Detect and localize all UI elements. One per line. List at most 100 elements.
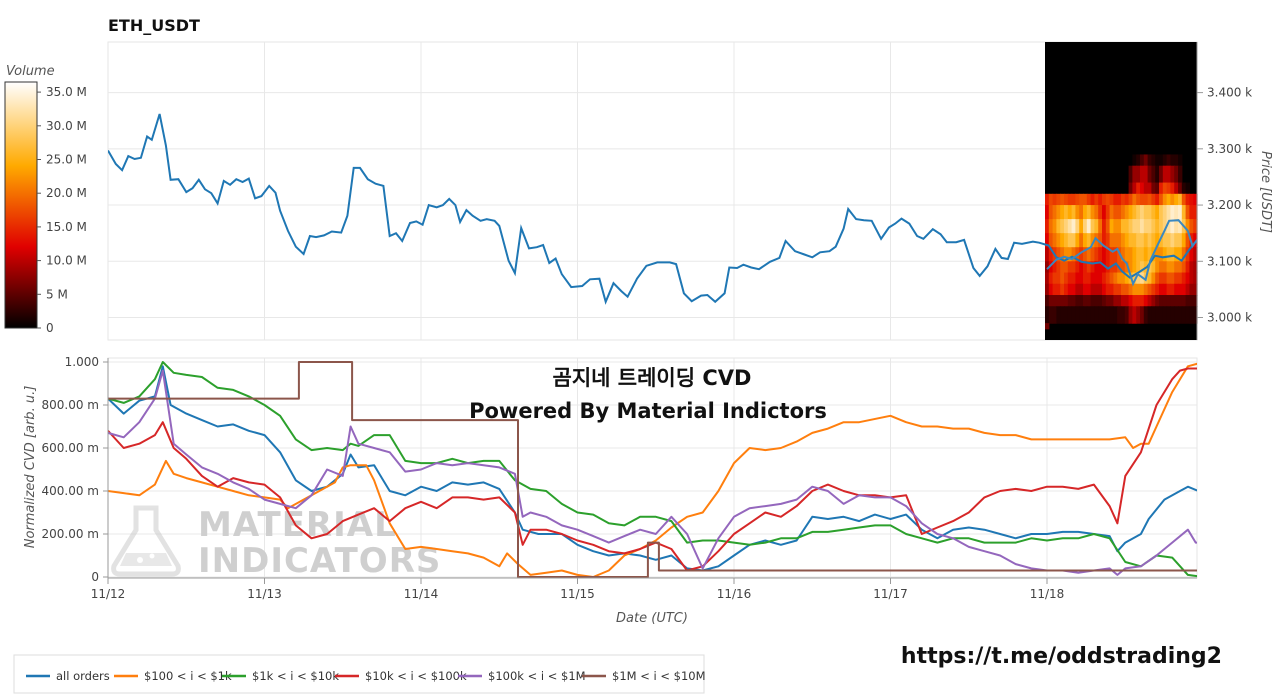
legend-item[interactable]: all orders bbox=[26, 669, 110, 683]
heatmap-cell bbox=[1079, 247, 1084, 262]
heatmap-cell bbox=[1140, 283, 1145, 296]
heatmap-cell bbox=[1090, 295, 1095, 307]
heatmap-cell bbox=[1166, 295, 1171, 307]
heatmap-cell bbox=[1109, 306, 1114, 324]
heatmap-cell bbox=[1056, 283, 1061, 296]
heatmap-cell bbox=[1178, 261, 1183, 274]
cvd-series-line bbox=[108, 369, 1197, 576]
heatmap-cell bbox=[1147, 205, 1152, 220]
heatmap-cell bbox=[1064, 247, 1069, 262]
heatmap-cell bbox=[1159, 295, 1164, 307]
cvd-x-tick-label: 11/13 bbox=[247, 587, 282, 601]
telegram-link[interactable]: https://t.me/oddstrading2 bbox=[901, 644, 1222, 669]
heatmap-cell bbox=[1064, 261, 1069, 274]
heatmap-cell bbox=[1105, 247, 1111, 262]
heatmap-cell bbox=[1083, 247, 1088, 262]
heatmap-cell bbox=[1140, 165, 1145, 184]
heatmap-cell bbox=[1090, 306, 1095, 324]
heatmap-cell bbox=[1132, 272, 1137, 285]
heatmap-cell bbox=[1147, 154, 1152, 167]
heatmap-cell bbox=[1048, 283, 1054, 296]
heatmap-cell bbox=[1048, 247, 1054, 262]
heatmap-cell bbox=[1060, 261, 1065, 274]
heatmap-cell bbox=[1086, 247, 1092, 262]
heatmap-cell bbox=[1159, 261, 1164, 274]
heatmap-cell bbox=[1136, 193, 1141, 206]
heatmap-cell bbox=[1185, 205, 1190, 220]
heatmap-cell bbox=[1060, 306, 1065, 324]
heatmap-cell bbox=[1162, 261, 1168, 274]
legend-label: $100 < i < $1k bbox=[144, 669, 232, 683]
heatmap-cell bbox=[1083, 295, 1088, 307]
heatmap-cell bbox=[1174, 261, 1179, 274]
heatmap-cell bbox=[1056, 247, 1061, 262]
heatmap-cell bbox=[1079, 219, 1084, 234]
heatmap-cell bbox=[1045, 295, 1050, 307]
price-y-tick-label: 3.400 k bbox=[1207, 86, 1252, 100]
legend-item[interactable]: $10k < i < $100k bbox=[335, 669, 467, 683]
heatmap-cell bbox=[1162, 154, 1168, 167]
legend-item[interactable]: $100k < i < $1M bbox=[458, 669, 586, 683]
heatmap-cell bbox=[1174, 295, 1179, 307]
heatmap-cell bbox=[1162, 306, 1168, 324]
heatmap-cell bbox=[1086, 295, 1092, 307]
legend-item[interactable]: $1M < i < $10M bbox=[582, 669, 706, 683]
heatmap-cell bbox=[1151, 283, 1156, 296]
heatmap-cell bbox=[1067, 261, 1073, 274]
heatmap-cell bbox=[1162, 193, 1168, 206]
heatmap-cell bbox=[1060, 193, 1065, 206]
heatmap-cell bbox=[1071, 261, 1076, 274]
cvd-x-tick-label: 11/15 bbox=[560, 587, 595, 601]
heatmap-cell bbox=[1178, 219, 1183, 234]
heatmap-cell bbox=[1174, 306, 1179, 324]
heatmap-cell bbox=[1132, 247, 1137, 262]
heatmap-cell bbox=[1067, 247, 1073, 262]
heatmap-cell bbox=[1113, 283, 1118, 296]
price-y-tick-label: 3.100 k bbox=[1207, 254, 1252, 268]
heatmap-cell bbox=[1151, 205, 1156, 220]
colorbar-tick-label: 15.0 M bbox=[46, 220, 87, 234]
heatmap-cell bbox=[1181, 193, 1187, 206]
heatmap-cell bbox=[1170, 165, 1175, 184]
colorbar-gradient bbox=[4, 81, 38, 329]
heatmap-cell bbox=[1132, 306, 1137, 324]
heatmap-cell bbox=[1151, 295, 1156, 307]
heatmap-cell bbox=[1143, 306, 1149, 324]
heatmap-cell bbox=[1086, 219, 1092, 234]
heatmap-cell bbox=[1075, 261, 1080, 274]
legend-item[interactable]: $1k < i < $10k bbox=[222, 669, 339, 683]
heatmap-cell bbox=[1056, 205, 1061, 220]
heatmap-cell bbox=[1075, 205, 1080, 220]
heatmap-cell bbox=[1090, 233, 1095, 248]
heatmap-cell bbox=[1170, 205, 1175, 220]
cvd-panel: MATERIAL INDICATORS 0 200.00 m 400.00 m 600… bbox=[23, 355, 1198, 626]
cvd-y-tick-label: 200.00 m bbox=[42, 527, 100, 541]
heatmap-cell bbox=[1090, 261, 1095, 274]
heatmap-cell bbox=[1113, 193, 1118, 206]
cvd-x-axis-title: Date (UTC) bbox=[616, 611, 688, 626]
heatmap-cell bbox=[1083, 261, 1088, 274]
heatmap-cell bbox=[1090, 219, 1095, 234]
cvd-x-axis: 11/12 11/13 11/14 11/15 11/16 11/17 11/18 bbox=[91, 577, 1197, 601]
heatmap-cell bbox=[1178, 193, 1183, 206]
heatmap-cell bbox=[1132, 233, 1137, 248]
cvd-x-tick-label: 11/14 bbox=[404, 587, 439, 601]
heatmap-cell bbox=[1162, 295, 1168, 307]
heatmap-cell bbox=[1155, 154, 1160, 167]
heatmap-cell bbox=[1143, 193, 1149, 206]
heatmap-cell bbox=[1140, 154, 1145, 167]
heatmap-cell bbox=[1064, 295, 1069, 307]
heatmap-cell bbox=[1102, 295, 1107, 307]
heatmap-cell bbox=[1166, 219, 1171, 234]
heatmap-cell bbox=[1140, 219, 1145, 234]
heatmap-cell bbox=[1071, 306, 1076, 324]
heatmap-cell bbox=[1086, 205, 1092, 220]
heatmap-cell bbox=[1098, 247, 1103, 262]
heatmap-cell bbox=[1121, 247, 1126, 262]
heatmap-cell bbox=[1181, 295, 1187, 307]
legend-item[interactable]: $100 < i < $1k bbox=[114, 669, 232, 683]
heatmap-cell bbox=[1056, 261, 1061, 274]
heatmap-cell bbox=[1121, 233, 1126, 248]
heatmap-cell bbox=[1151, 261, 1156, 274]
